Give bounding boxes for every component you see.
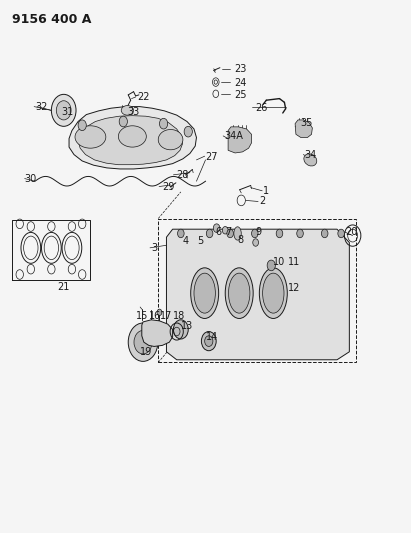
Ellipse shape	[191, 268, 219, 318]
Text: 24: 24	[234, 78, 247, 87]
Text: 4: 4	[183, 236, 189, 246]
Text: 31: 31	[62, 107, 74, 117]
Text: 34: 34	[304, 150, 316, 159]
Text: 1: 1	[263, 186, 269, 196]
Text: 16: 16	[149, 311, 161, 320]
Bar	[158, 219, 356, 362]
Polygon shape	[78, 116, 182, 165]
Circle shape	[253, 239, 259, 246]
Circle shape	[321, 229, 328, 238]
Circle shape	[338, 229, 344, 238]
Text: 3: 3	[151, 243, 157, 253]
Ellipse shape	[234, 227, 241, 240]
Text: 30: 30	[24, 174, 36, 183]
Text: 8: 8	[238, 235, 244, 245]
Text: 11: 11	[288, 257, 300, 267]
Text: 14: 14	[206, 332, 218, 342]
Text: 22: 22	[138, 92, 150, 102]
Text: 19: 19	[140, 347, 152, 357]
Polygon shape	[69, 107, 196, 169]
Text: 21: 21	[58, 282, 70, 292]
Text: 9: 9	[256, 227, 262, 237]
Text: 15: 15	[136, 311, 148, 320]
Circle shape	[201, 332, 216, 351]
Ellipse shape	[194, 273, 215, 313]
Circle shape	[159, 118, 168, 129]
Text: 18: 18	[173, 311, 185, 320]
Ellipse shape	[229, 273, 250, 313]
Polygon shape	[295, 120, 312, 138]
Text: 35: 35	[300, 118, 312, 127]
Text: 28: 28	[177, 170, 189, 180]
Ellipse shape	[158, 130, 183, 150]
Text: 23: 23	[234, 64, 247, 74]
Circle shape	[227, 229, 233, 238]
Circle shape	[173, 320, 188, 339]
Text: 27: 27	[206, 152, 218, 162]
Circle shape	[128, 323, 158, 361]
Ellipse shape	[304, 154, 317, 166]
Ellipse shape	[75, 126, 106, 148]
Text: 12: 12	[288, 283, 300, 293]
Circle shape	[213, 224, 220, 232]
Text: 7: 7	[225, 227, 231, 237]
Circle shape	[267, 260, 275, 271]
Text: 17: 17	[160, 311, 173, 320]
Circle shape	[205, 336, 213, 346]
Circle shape	[134, 330, 152, 354]
Ellipse shape	[121, 106, 134, 115]
Circle shape	[206, 229, 213, 238]
Circle shape	[252, 229, 258, 238]
Polygon shape	[142, 320, 173, 346]
Text: 32: 32	[35, 102, 47, 111]
Circle shape	[184, 126, 192, 137]
Text: 29: 29	[162, 182, 175, 191]
Circle shape	[276, 229, 283, 238]
Circle shape	[56, 101, 71, 120]
Circle shape	[222, 227, 228, 234]
Circle shape	[78, 120, 86, 131]
Polygon shape	[166, 229, 349, 360]
Text: 10: 10	[273, 257, 286, 267]
Text: 34A: 34A	[224, 131, 243, 141]
Text: 6: 6	[216, 227, 222, 237]
Text: 13: 13	[181, 321, 193, 331]
Polygon shape	[228, 127, 252, 153]
Ellipse shape	[118, 126, 146, 147]
Circle shape	[157, 309, 162, 316]
Text: 33: 33	[127, 107, 140, 117]
Text: 2: 2	[259, 197, 265, 206]
Circle shape	[178, 229, 184, 238]
Ellipse shape	[259, 268, 287, 318]
Text: 25: 25	[234, 90, 247, 100]
Text: 20: 20	[345, 227, 358, 237]
Circle shape	[51, 94, 76, 126]
Circle shape	[119, 116, 127, 127]
Text: 5: 5	[197, 236, 203, 246]
Text: 9156 400 A: 9156 400 A	[12, 13, 92, 26]
Circle shape	[297, 229, 303, 238]
Ellipse shape	[263, 273, 284, 313]
Ellipse shape	[225, 268, 253, 318]
Text: 26: 26	[255, 103, 267, 112]
